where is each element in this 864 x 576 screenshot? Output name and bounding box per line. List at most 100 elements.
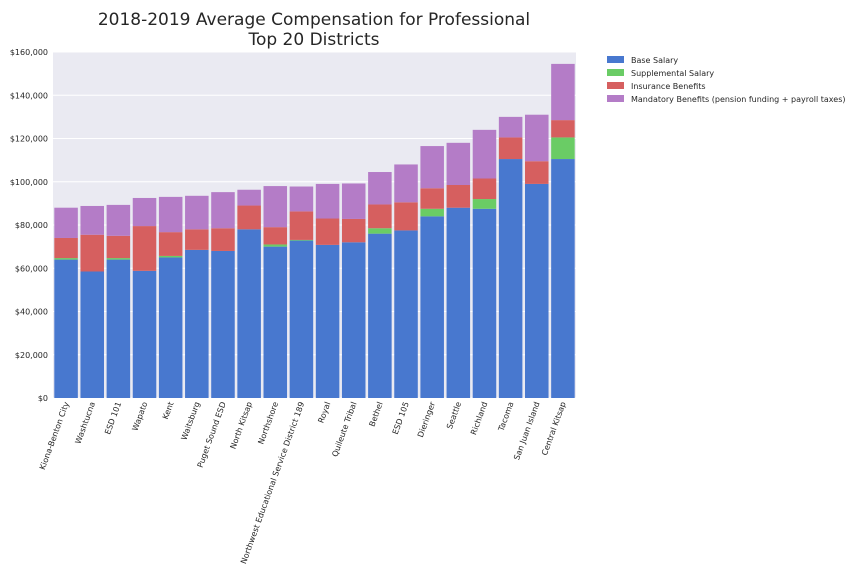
bar-wapato-insurance-benefits [132, 226, 157, 271]
bar-esd-101-mandatory-benefits-pension-funding-payroll-taxes [106, 204, 131, 236]
bar-waitsburg-insurance-benefits [185, 229, 209, 250]
legend-swatch-insurance-benefits [607, 82, 624, 89]
legend-label-supplemental-salary: Supplemental Salary [631, 69, 714, 78]
bar-northwest-educational-service-district-189-base-salary [289, 240, 314, 398]
bar-dieringer-mandatory-benefits-pension-funding-payroll-taxes [420, 146, 444, 189]
bar-esd-101-supplemental-salary [106, 258, 131, 260]
bar-kiona-benton-city-base-salary [54, 259, 78, 398]
legend-label-mandatory-benefits-pension-funding-payroll-taxes: Mandatory Benefits (pension funding + pa… [631, 95, 845, 104]
x-tick-label: Kent [161, 401, 176, 421]
bar-washtucna-mandatory-benefits-pension-funding-payroll-taxes [80, 205, 104, 235]
bar-esd-101-insurance-benefits [106, 235, 131, 259]
x-tick-label: Seattle [445, 401, 463, 431]
y-axis-ticks: $0 $20,000 $40,000 $60,000 $80,000 $100,000 $1… [10, 48, 48, 403]
bar-central-kitsap-mandatory-benefits-pension-funding-payroll-taxes [551, 63, 575, 121]
bar-northwest-educational-service-district-189-mandatory-benefits-pension-funding-payroll-taxes [289, 186, 314, 212]
y-tick-label: $40,000 [15, 308, 48, 317]
bar-bethel-mandatory-benefits-pension-funding-payroll-taxes [368, 172, 392, 205]
x-tick-label: Quileute Tribal [330, 401, 358, 458]
y-tick-label: $120,000 [10, 135, 48, 144]
x-tick-label: Waitsburg [179, 401, 201, 442]
legend-swatch-supplemental-salary [607, 69, 624, 76]
bar-central-kitsap-supplemental-salary [551, 137, 575, 160]
y-tick-label: $80,000 [15, 221, 48, 230]
x-tick-label: Kiona-Benton City [38, 400, 71, 471]
bar-northwest-educational-service-district-189-insurance-benefits [289, 211, 314, 240]
bar-dieringer-supplemental-salary [420, 208, 444, 217]
bar-northshore-insurance-benefits [263, 227, 288, 245]
bar-waitsburg-mandatory-benefits-pension-funding-payroll-taxes [185, 195, 209, 230]
bar-northshore-base-salary [263, 246, 288, 398]
bar-kent-base-salary [158, 257, 183, 398]
bar-washtucna-insurance-benefits [80, 234, 104, 272]
bar-northshore-supplemental-salary [263, 244, 288, 247]
bar-seattle-insurance-benefits [446, 184, 471, 208]
legend-swatch-mandatory-benefits-pension-funding-payroll-taxes [607, 95, 624, 102]
bar-bethel-base-salary [368, 233, 392, 398]
bar-richland-base-salary [472, 208, 497, 398]
bar-seattle-base-salary [446, 207, 471, 398]
y-tick-label: $0 [38, 394, 48, 403]
x-tick-label: Puget Sound ESD [196, 401, 228, 469]
bar-north-kitsap-insurance-benefits [237, 205, 261, 230]
bar-royal-mandatory-benefits-pension-funding-payroll-taxes [315, 183, 340, 219]
chart-title-line-2: Top 20 Districts [247, 30, 379, 50]
bar-puget-sound-esd-mandatory-benefits-pension-funding-payroll-taxes [211, 192, 235, 229]
x-tick-label: Richland [469, 401, 489, 437]
x-tick-label: ESD 105 [391, 401, 411, 436]
y-tick-label: $100,000 [10, 178, 48, 187]
x-tick-label: Wapato [131, 401, 150, 433]
bar-dieringer-insurance-benefits [420, 188, 444, 209]
y-tick-label: $140,000 [10, 91, 48, 100]
bars [54, 63, 575, 398]
bar-seattle-mandatory-benefits-pension-funding-payroll-taxes [446, 142, 471, 185]
bar-esd-105-insurance-benefits [394, 202, 418, 231]
x-tick-label: Bethel [367, 401, 384, 428]
bar-puget-sound-esd-insurance-benefits [211, 228, 235, 251]
bar-wapato-mandatory-benefits-pension-funding-payroll-taxes [132, 197, 157, 227]
bar-richland-mandatory-benefits-pension-funding-payroll-taxes [472, 129, 497, 179]
bar-esd-105-base-salary [394, 230, 418, 398]
x-tick-label: North Kitsap [229, 401, 254, 451]
bar-esd-105-mandatory-benefits-pension-funding-payroll-taxes [394, 164, 418, 203]
bar-royal-insurance-benefits [315, 218, 340, 245]
bar-washtucna-base-salary [80, 271, 104, 398]
bar-esd-101-base-salary [106, 259, 131, 398]
bar-wapato-base-salary [132, 270, 157, 398]
legend-label-insurance-benefits: Insurance Benefits [631, 82, 706, 91]
x-axis-ticks: Kiona-Benton City Washtucna ESD 101 Wapato K… [38, 400, 568, 565]
bar-quileute-tribal-mandatory-benefits-pension-funding-payroll-taxes [341, 183, 366, 219]
x-tick-label: Dieringer [416, 400, 437, 439]
x-tick-label: Tacoma [496, 401, 515, 434]
chart-title: 2018-2019 Average Compensation for Profe… [98, 10, 530, 50]
y-tick-label: $60,000 [15, 264, 48, 273]
bar-kent-mandatory-benefits-pension-funding-payroll-taxes [158, 196, 183, 233]
y-tick-label: $160,000 [10, 48, 48, 57]
bar-san-juan-island-mandatory-benefits-pension-funding-payroll-taxes [525, 114, 549, 162]
chart-title-line-1: 2018-2019 Average Compensation for Profe… [98, 10, 530, 30]
bar-tacoma-insurance-benefits [498, 137, 523, 160]
bar-northshore-mandatory-benefits-pension-funding-payroll-taxes [263, 186, 288, 228]
bar-quileute-tribal-insurance-benefits [341, 218, 366, 243]
bar-kiona-benton-city-mandatory-benefits-pension-funding-payroll-taxes [54, 207, 78, 238]
bar-waitsburg-base-salary [185, 249, 209, 398]
bar-north-kitsap-base-salary [237, 229, 261, 398]
bar-richland-supplemental-salary [472, 199, 497, 209]
bar-kent-supplemental-salary [158, 255, 183, 258]
legend-label-base-salary: Base Salary [631, 56, 678, 65]
x-tick-label: Central Kitsap [540, 401, 568, 457]
bar-bethel-insurance-benefits [368, 204, 392, 229]
x-tick-label: Royal [316, 401, 332, 425]
legend: Base Salary Supplemental Salary Insurance … [607, 56, 845, 104]
bar-tacoma-mandatory-benefits-pension-funding-payroll-taxes [498, 116, 523, 138]
bar-kiona-benton-city-supplemental-salary [54, 258, 78, 260]
bar-puget-sound-esd-base-salary [211, 250, 235, 398]
bar-kent-insurance-benefits [158, 232, 183, 256]
bar-richland-insurance-benefits [472, 178, 497, 200]
x-tick-label: ESD 101 [103, 401, 123, 436]
legend-swatch-base-salary [607, 56, 624, 63]
bar-san-juan-island-base-salary [525, 183, 549, 398]
y-tick-label: $20,000 [15, 351, 48, 360]
bar-central-kitsap-insurance-benefits [551, 120, 575, 138]
bar-san-juan-island-insurance-benefits [525, 161, 549, 184]
